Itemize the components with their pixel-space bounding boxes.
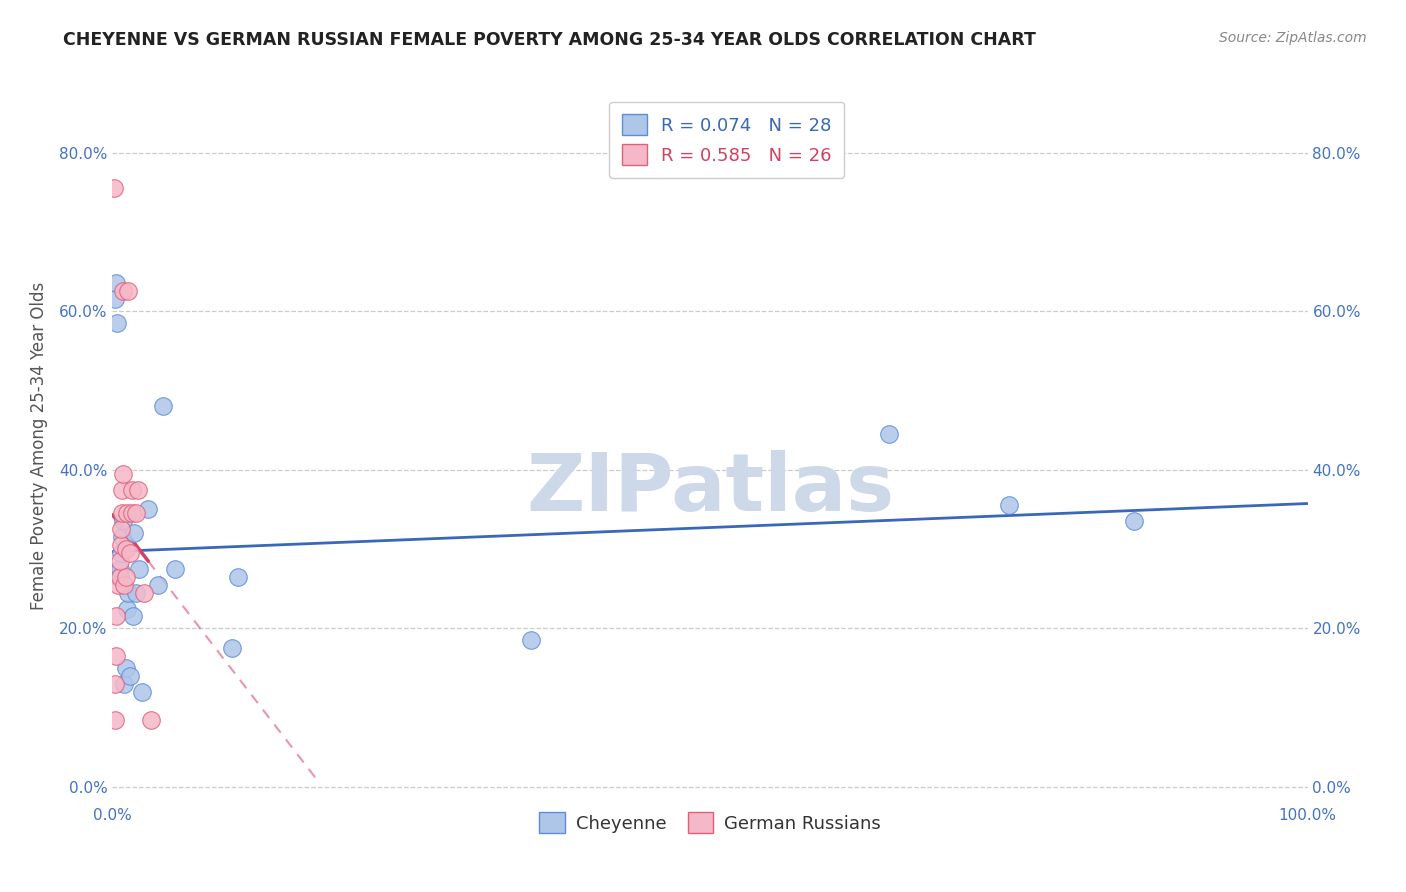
Point [139,713,162,727]
Point [103,181,125,195]
Point [111,483,134,497]
Point [121,483,143,497]
Point [104,677,127,691]
Y-axis label: Female Poverty Among 25-34 Year Olds: Female Poverty Among 25-34 Year Olds [30,282,48,610]
Point [879,427,901,442]
Point [146,578,169,592]
Text: ZIPatlas: ZIPatlas [526,450,894,528]
Point [120,546,142,560]
Point [114,570,136,584]
Legend: Cheyenne, German Russians: Cheyenne, German Russians [533,805,887,840]
Point [110,538,132,552]
Point [110,546,132,560]
Point [111,507,134,521]
Point [1123,514,1146,528]
Point [104,293,127,307]
Point [120,669,142,683]
Point [163,562,186,576]
Point [122,526,145,541]
Text: CHEYENNE VS GERMAN RUSSIAN FEMALE POVERTY AMONG 25-34 YEAR OLDS CORRELATION CHAR: CHEYENNE VS GERMAN RUSSIAN FEMALE POVERT… [63,31,1036,49]
Point [104,713,127,727]
Point [221,641,243,656]
Text: Source: ZipAtlas.com: Source: ZipAtlas.com [1219,31,1367,45]
Point [108,562,131,576]
Point [127,483,149,497]
Point [114,578,135,592]
Point [115,601,138,615]
Point [105,649,128,664]
Point [107,570,129,584]
Point [114,677,135,691]
Point [108,554,131,568]
Point [112,514,135,528]
Point [114,661,136,675]
Point [132,585,155,599]
Point [117,585,139,599]
Point [107,578,129,592]
Point [105,277,128,291]
Point [111,530,134,544]
Point [125,585,148,599]
Point [112,285,135,299]
Point [226,570,249,584]
Point [138,502,160,516]
Point [125,507,148,521]
Point [520,633,543,648]
Point [105,609,128,624]
Point [121,507,143,521]
Point [131,685,153,699]
Point [128,562,150,576]
Point [117,285,139,299]
Point [114,542,136,557]
Point [121,609,143,624]
Point [115,507,138,521]
Point [108,570,131,584]
Point [105,316,128,330]
Point [110,522,132,536]
Point [998,499,1021,513]
Point [112,467,135,481]
Point [152,400,174,414]
